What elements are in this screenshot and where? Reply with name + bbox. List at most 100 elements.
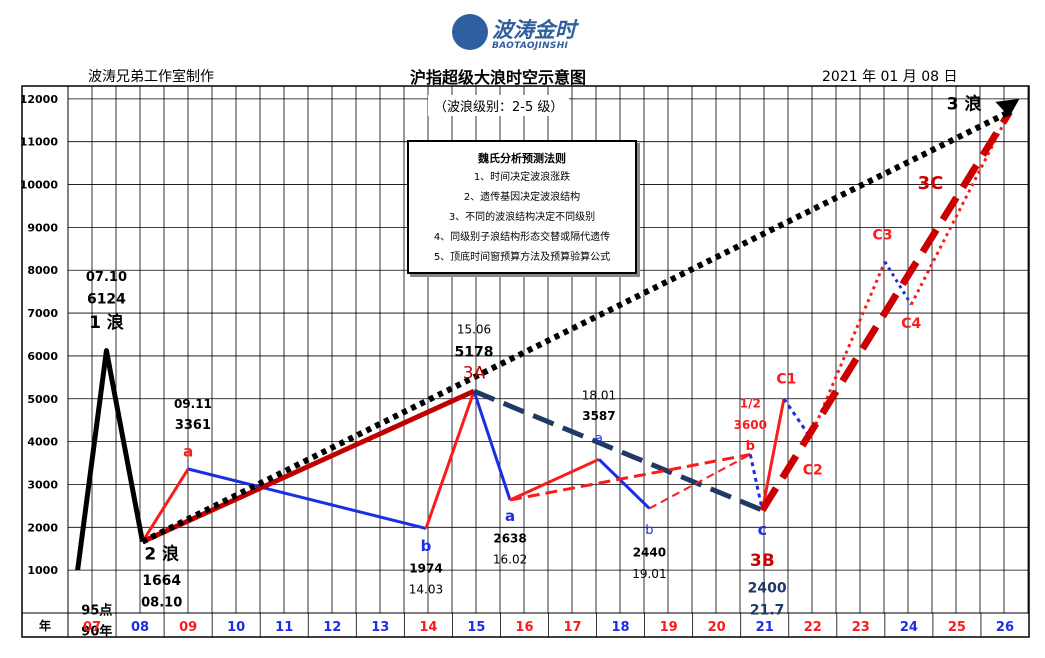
rule-item: 5、顶底时间窗预算方法及预算验算公式 (433, 252, 611, 263)
x-tick-label: 09 (179, 620, 197, 635)
x-tick-label: 12 (323, 620, 341, 635)
point-label: 08.10 (141, 596, 182, 611)
wave-segment (648, 453, 751, 510)
logo-en-text: BAOTAOJINSHI (492, 41, 569, 51)
trend-arrowhead (995, 98, 1020, 117)
y-tick-label: 11000 (20, 136, 59, 149)
wave-segment (141, 109, 1012, 545)
point-label: C3 (872, 227, 892, 243)
point-label: 18.01 (582, 389, 616, 403)
series-layer (75, 98, 1020, 571)
wave-segment (909, 111, 1012, 306)
y-tick-label: 4000 (27, 436, 58, 449)
chart-frame (21, 85, 1030, 638)
point-label: 3 浪 (947, 94, 982, 115)
x-tick-label: 22 (804, 620, 822, 635)
y-tick-label: 12000 (20, 93, 59, 106)
y-tick-label: 1000 (27, 564, 58, 577)
page-title: 沪指超级大浪时空示意图 (410, 68, 587, 87)
x-tick-label: 16 (515, 620, 533, 635)
point-label: 5178 (455, 344, 494, 360)
y-tick-label: 9000 (27, 221, 58, 234)
point-label: 90年 (81, 623, 112, 639)
x-tick-label: 11 (275, 620, 293, 635)
wave-segment (748, 454, 764, 511)
wave-segment (509, 452, 751, 502)
axis-layer: 1000 2000 3000 4000 5000 6000 7000 8000 9000 1000… (20, 93, 1030, 637)
y-tick-label: 6000 (27, 350, 58, 363)
point-label: 16.02 (493, 552, 527, 566)
wave-segment (883, 260, 913, 306)
point-label: 6124 (87, 292, 126, 308)
point-label: 3B (750, 551, 775, 571)
x-tick-label: 24 (900, 620, 918, 635)
rule-item: 2、遗传基因决定波浪结构 (463, 192, 581, 203)
point-label: 3361 (175, 418, 211, 433)
point-label: 1974 (409, 561, 442, 575)
x-tick-label: 18 (612, 620, 630, 635)
rules-box: 魏氏分析预测法则 1、时间决定波浪涨跌 2、遗传基因决定波浪结构 3、不同的波浪… (407, 140, 637, 274)
x-tick-label: 17 (563, 620, 581, 635)
x-tick-label: 26 (996, 620, 1014, 635)
point-label: 2400 (748, 580, 787, 596)
wave-segment (424, 390, 476, 529)
x-tick-label: 25 (948, 620, 966, 635)
wave-segment (472, 390, 512, 501)
studio-credit: 波涛兄弟工作室制作 (88, 69, 214, 85)
x-tick-label: 07 (83, 620, 101, 635)
wave-segment (760, 398, 786, 511)
x-tick-label: 21 (756, 620, 774, 635)
point-label: 2 浪 (144, 543, 179, 564)
annotation-layer: 07.10 6124 1 浪 95点 90年 2 浪 1664 08.10 09.11 3361 a… (81, 94, 981, 640)
rule-item: 1、时间决定波浪涨跌 (473, 172, 571, 183)
point-label: 1 浪 (89, 312, 124, 333)
point-label: 1664 (142, 573, 181, 589)
x-tick-label: 19 (660, 620, 678, 635)
logo-emblem-icon (452, 14, 488, 50)
point-label: 1/2 (740, 396, 761, 410)
x-tick-label: 13 (371, 620, 389, 635)
point-label: 95点 (81, 603, 112, 619)
x-tick-label: 08 (131, 620, 149, 635)
y-tick-label: 2000 (27, 521, 58, 534)
point-label: b (421, 537, 432, 555)
point-label: a (595, 431, 603, 446)
x-tick-label: 23 (852, 620, 870, 635)
point-label: 3C (918, 173, 944, 194)
rule-item: 3、不同的波浪结构决定不同级别 (448, 212, 596, 223)
point-label: C1 (776, 371, 796, 387)
brand-logo: 波涛金时 BAOTAOJINSHI (452, 14, 602, 54)
point-label: a (505, 507, 515, 525)
wave-segment (759, 109, 1013, 513)
wave-segment (509, 457, 600, 502)
wave-segment (75, 348, 145, 571)
point-label: C2 (803, 463, 823, 479)
y-tick-label: 5000 (27, 393, 58, 406)
x-tick-label: 15 (467, 620, 485, 635)
y-tick-label: 7000 (27, 307, 58, 320)
y-tick-label: 8000 (27, 264, 58, 277)
point-label: 3A (463, 364, 486, 384)
wave-level-note: （波浪级别：2-5 级） (428, 95, 570, 116)
point-label: 3587 (582, 409, 615, 423)
point-label: 2638 (493, 532, 526, 546)
chart-grid (21, 85, 1030, 638)
logo-cn-text: 波涛金时 (492, 18, 576, 42)
point-label: a (183, 443, 193, 461)
x-tick-label: 10 (227, 620, 245, 635)
point-label: c (758, 520, 767, 539)
rules-title: 魏氏分析预测法则 (478, 152, 566, 165)
y-tick-label: 3000 (27, 478, 58, 491)
wave-segment (141, 468, 190, 543)
x-tick-label: 20 (708, 620, 726, 635)
rule-item: 4、同级别子浪结构形态交替或隔代遗传 (433, 232, 611, 243)
wave-segment (187, 467, 427, 530)
point-label: 07.10 (86, 270, 127, 285)
y-tick-label: 10000 (20, 179, 59, 192)
chart-date: 2021 年 01 月 08 日 (822, 69, 958, 85)
point-label: 3600 (734, 418, 767, 432)
x-tick-label: 14 (419, 620, 437, 635)
point-label: 09.11 (174, 397, 212, 411)
point-label: 2440 (633, 545, 666, 559)
